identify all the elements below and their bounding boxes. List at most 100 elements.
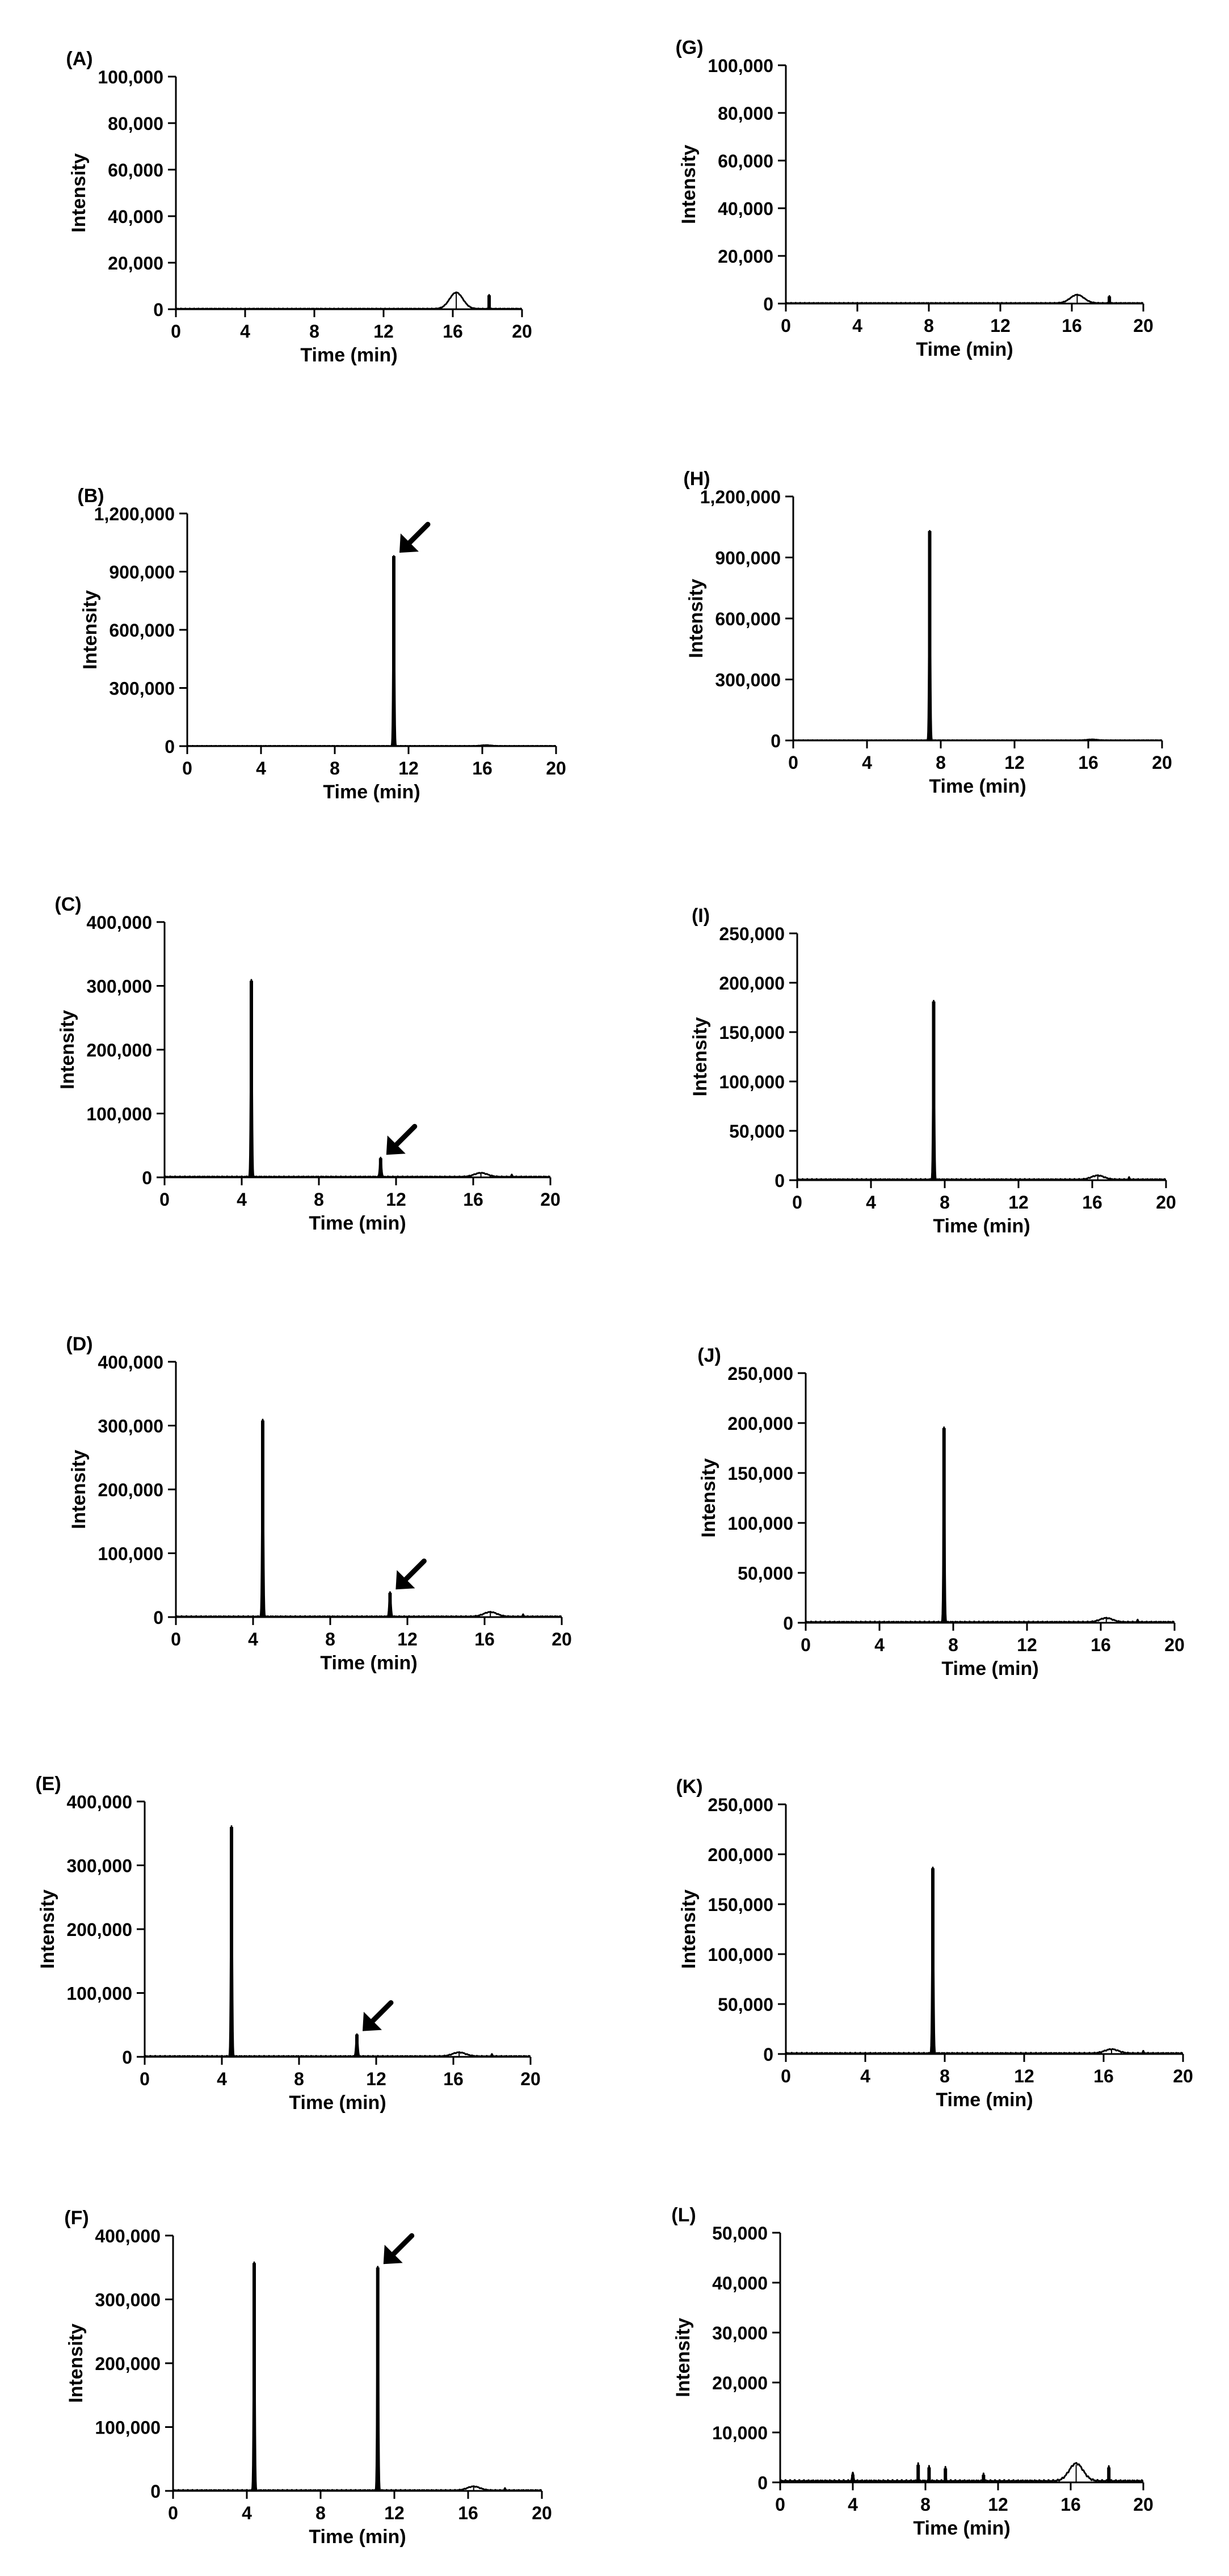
- y-tick-label: 200,000: [66, 1920, 132, 1940]
- y-tick-label: 300,000: [86, 976, 152, 997]
- panel-label: (L): [671, 2204, 696, 2226]
- y-tick-label: 0: [757, 2473, 768, 2493]
- x-tick-label: 16: [1078, 752, 1098, 773]
- x-axis-label: Time (min): [913, 2518, 1010, 2539]
- y-tick-label: 20,000: [108, 253, 163, 273]
- x-tick-label: 16: [443, 321, 463, 342]
- chart-panel-f: (F) 0 100,000 200,000 300,000 400,000 0 4 8 12 16 2…: [64, 2207, 552, 2548]
- x-tick-label: 20: [1152, 752, 1172, 773]
- y-tick-label: 100,000: [98, 1544, 163, 1564]
- x-tick-label: 4: [256, 758, 266, 778]
- x-tick-label: 4: [852, 315, 862, 336]
- y-tick-label: 40,000: [712, 2273, 768, 2293]
- x-tick-label: 0: [781, 315, 791, 336]
- y-tick-label: 0: [763, 2044, 773, 2065]
- x-tick-label: 4: [248, 1629, 258, 1649]
- y-axis-label: Intensity: [672, 2318, 694, 2397]
- x-tick-label: 20: [520, 2069, 541, 2089]
- y-tick-label: 0: [763, 294, 773, 314]
- x-axis-label: Time (min): [941, 1658, 1038, 1680]
- annotation-arrow-head: [386, 1135, 406, 1155]
- chromatogram-trace: [175, 291, 523, 310]
- chromatogram-trace: [172, 2261, 543, 2492]
- chart-panel-e: (E) 0 100,000 200,000 300,000 400,000 0 4 8 12 16 2…: [35, 1773, 540, 2114]
- x-tick-label: 16: [474, 1629, 495, 1649]
- x-tick-label: 4: [860, 2066, 870, 2086]
- y-tick-label: 150,000: [727, 1463, 793, 1484]
- y-tick-label: 200,000: [95, 2354, 161, 2374]
- y-axis-label: Intensity: [57, 1010, 78, 1089]
- x-tick-label: 8: [940, 2066, 950, 2086]
- y-tick-label: 1,200,000: [94, 504, 175, 524]
- panel-label: (G): [675, 37, 703, 58]
- y-tick-label: 400,000: [86, 912, 152, 933]
- y-tick-label: 100,000: [98, 67, 163, 87]
- y-tick-label: 0: [783, 1613, 793, 1634]
- x-tick-label: 0: [775, 2494, 785, 2515]
- y-axis-label: Intensity: [678, 145, 700, 224]
- y-tick-label: 0: [771, 731, 781, 751]
- y-axis-label: Intensity: [698, 1458, 719, 1538]
- x-tick-label: 0: [159, 1189, 170, 1210]
- x-axis-label: Time (min): [309, 2526, 406, 2548]
- y-tick-label: 900,000: [109, 562, 175, 583]
- x-tick-label: 4: [866, 1192, 876, 1213]
- panel-label: (K): [676, 1776, 702, 1798]
- x-tick-label: 4: [240, 321, 250, 342]
- x-axis-label: Time (min): [309, 1213, 406, 1234]
- x-tick-label: 16: [1062, 315, 1082, 336]
- x-tick-label: 12: [988, 2494, 1008, 2515]
- y-axis-label: Intensity: [685, 579, 707, 658]
- y-tick-label: 100,000: [727, 1513, 793, 1534]
- chart-panel-i: (I) 0 50,000 100,000 150,000 200,000 250,000 0 4…: [689, 905, 1176, 1237]
- y-tick-label: 300,000: [109, 679, 175, 699]
- x-tick-label: 4: [848, 2494, 858, 2515]
- y-tick-label: 50,000: [718, 1994, 773, 2015]
- x-tick-label: 8: [940, 1192, 950, 1213]
- y-tick-label: 250,000: [708, 1795, 773, 1815]
- y-tick-label: 0: [150, 2481, 161, 2502]
- y-tick-label: 40,000: [108, 207, 163, 227]
- y-axis-label: Intensity: [689, 1017, 711, 1097]
- panel-label: (A): [66, 48, 92, 70]
- x-tick-label: 20: [1133, 315, 1154, 336]
- x-tick-label: 0: [792, 1192, 802, 1213]
- y-tick-label: 80,000: [108, 113, 163, 134]
- panel-label: (J): [697, 1345, 721, 1366]
- y-tick-label: 150,000: [719, 1022, 785, 1043]
- chromatogram-trace: [792, 530, 1163, 742]
- x-tick-label: 4: [874, 1635, 885, 1655]
- x-tick-label: 16: [463, 1189, 483, 1210]
- x-tick-label: 20: [1156, 1192, 1176, 1213]
- y-tick-label: 400,000: [95, 2226, 161, 2246]
- chromatogram-trace: [144, 1825, 532, 2058]
- x-tick-label: 0: [140, 2069, 150, 2089]
- y-tick-label: 50,000: [738, 1563, 793, 1584]
- x-tick-label: 16: [472, 758, 493, 778]
- x-tick-label: 8: [314, 1189, 324, 1210]
- x-axis-label: Time (min): [933, 1215, 1030, 1237]
- y-tick-label: 20,000: [712, 2373, 768, 2393]
- y-tick-label: 100,000: [719, 1072, 785, 1092]
- x-axis-label: Time (min): [929, 776, 1026, 797]
- annotation-arrow-head: [363, 2011, 382, 2031]
- x-axis-label: Time (min): [323, 781, 420, 803]
- panel-label: (C): [54, 894, 81, 915]
- y-axis-label: Intensity: [79, 590, 101, 670]
- y-tick-label: 200,000: [708, 1845, 773, 1865]
- x-tick-label: 16: [1093, 2066, 1114, 2086]
- x-tick-label: 0: [171, 321, 181, 342]
- y-tick-label: 20,000: [718, 246, 773, 267]
- y-tick-label: 100,000: [86, 1104, 152, 1125]
- x-tick-label: 8: [315, 2503, 326, 2523]
- x-tick-label: 20: [552, 1629, 572, 1649]
- y-tick-label: 300,000: [98, 1416, 163, 1437]
- y-tick-label: 0: [775, 1171, 785, 1191]
- chromatogram-trace: [779, 2462, 1144, 2483]
- x-tick-label: 0: [781, 2066, 791, 2086]
- chart-panel-b: (B) 0 300,000 600,000 900,000 1,200,000 0 4 8 12 1…: [77, 485, 566, 803]
- y-tick-label: 80,000: [718, 103, 773, 124]
- x-tick-label: 4: [217, 2069, 227, 2089]
- chart-panel-j: (J) 0 50,000 100,000 150,000 200,000 250,000 0 4…: [697, 1345, 1185, 1680]
